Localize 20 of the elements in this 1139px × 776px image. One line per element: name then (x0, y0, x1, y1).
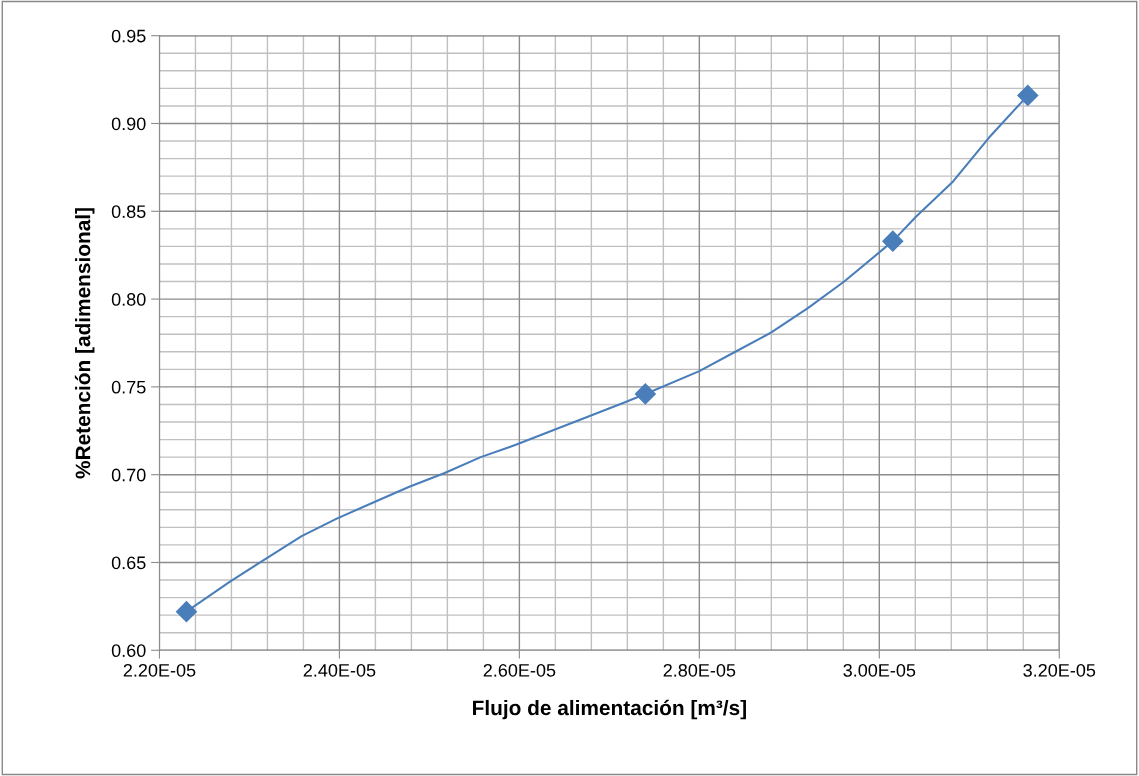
y-tick-label: 0.65 (111, 556, 146, 570)
y-tick-label: 0.95 (111, 29, 146, 43)
x-axis-title: Flujo de alimentación [m³/s] (473, 699, 746, 720)
y-tick-label: 0.70 (111, 468, 146, 482)
y-tick-label: 0.60 (111, 644, 146, 658)
x-tick-label: 2.60E-05 (483, 663, 556, 677)
y-tick-label: 0.85 (111, 205, 146, 219)
x-tick-label: 3.00E-05 (843, 663, 916, 677)
point (634, 383, 656, 405)
point (1017, 84, 1039, 106)
y-tick-label: 0.75 (111, 380, 146, 394)
point (175, 601, 197, 623)
x-tick-label: 2.40E-05 (303, 663, 376, 677)
x-tick-label: 2.20E-05 (123, 663, 196, 677)
y-tick-label: 0.80 (111, 293, 146, 306)
y-axis-title: %Retención [adimensional] (74, 208, 95, 479)
x-tick-label: 2.80E-05 (663, 663, 736, 677)
y-tick-label: 0.90 (111, 117, 146, 131)
x-tick-label: 3.20E-05 (1023, 663, 1096, 677)
point (882, 230, 904, 252)
